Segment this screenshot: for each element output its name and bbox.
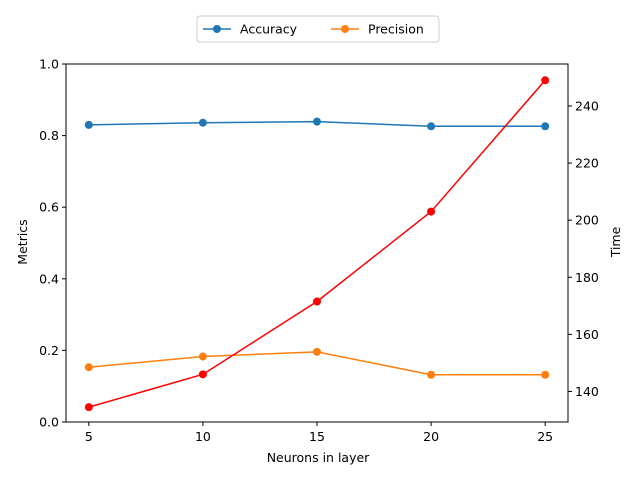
left-tick-label: 0.8 — [39, 128, 59, 143]
data-point-precision-1 — [198, 352, 207, 361]
axes: 5 10 15 20 25 0.0 0.2 0.4 0.6 0.8 1.0 140 160 180 200 2… — [39, 57, 599, 445]
right-tick-label: 220 — [575, 156, 599, 171]
data-point-time-3 — [427, 207, 436, 216]
data-point-accuracy-3 — [427, 122, 436, 131]
plot-area — [84, 76, 550, 412]
data-point-accuracy-4 — [541, 122, 550, 131]
x-tick-label: 10 — [195, 429, 211, 444]
data-point-accuracy-0 — [84, 120, 93, 129]
data-point-accuracy-1 — [198, 118, 207, 127]
right-tick-label: 200 — [575, 213, 599, 228]
data-point-precision-3 — [427, 370, 436, 379]
data-point-time-1 — [198, 370, 207, 379]
right-tick-label: 240 — [575, 98, 599, 113]
data-point-time-4 — [541, 76, 550, 85]
data-point-accuracy-2 — [313, 117, 321, 126]
x-tick-label: 25 — [537, 429, 553, 444]
left-tick-label: 1.0 — [39, 57, 59, 72]
right-tick-label: 160 — [575, 327, 599, 342]
data-point-precision-2 — [313, 347, 321, 356]
x-axis-label: Neurons in layer — [267, 450, 370, 465]
data-point-time-2 — [313, 297, 321, 306]
left-tick-label: 0.0 — [39, 415, 59, 430]
left-tick-label: 0.4 — [39, 271, 59, 286]
data-point-time-0 — [84, 403, 93, 412]
legend: Accuracy Precision — [196, 15, 440, 43]
legend-box — [196, 15, 440, 43]
x-tick-label: 20 — [423, 429, 439, 444]
left-axis-label: Metrics — [15, 219, 30, 264]
legend-marker-accuracy — [213, 25, 221, 33]
data-point-precision-0 — [84, 363, 93, 372]
right-tick-label: 140 — [575, 384, 599, 399]
legend-marker-precision — [341, 25, 349, 33]
legend-label-precision: Precision — [368, 22, 424, 37]
right-axis-label: Time — [608, 226, 623, 258]
legend-label-accuracy: Accuracy — [240, 22, 298, 37]
x-tick-label: 15 — [309, 429, 325, 444]
right-tick-label: 180 — [575, 270, 599, 285]
x-tick-label: 5 — [85, 429, 93, 444]
left-tick-label: 0.6 — [39, 200, 59, 215]
left-tick-label: 0.2 — [39, 343, 59, 358]
data-point-precision-4 — [541, 370, 550, 379]
